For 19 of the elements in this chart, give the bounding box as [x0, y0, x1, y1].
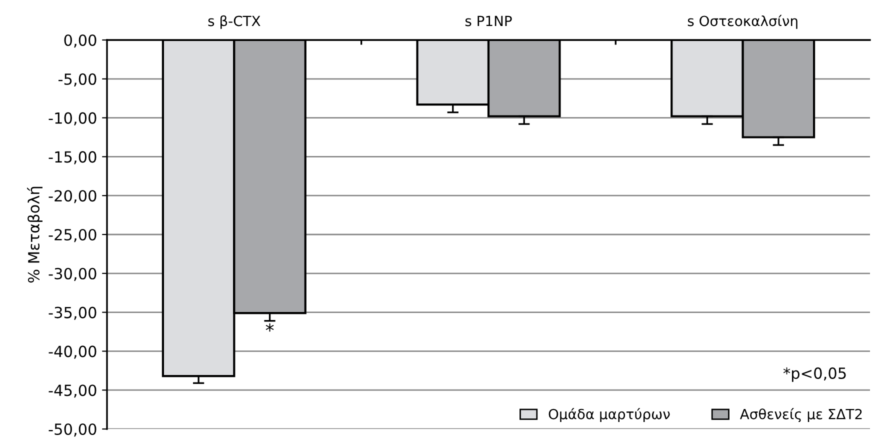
legend-label: Ομάδα μαρτύρων [548, 408, 670, 422]
y-tick-label: -40,00 [48, 346, 96, 359]
x-tick-label: s P1NP [465, 16, 512, 26]
y-tick-label: -35,00 [48, 306, 96, 320]
y-tick-label: -45,00 [48, 384, 96, 398]
y-tick-label: -20,00 [48, 190, 96, 204]
y-tick-label: -50,00 [48, 423, 96, 437]
y-tick-label: -5,00 [58, 73, 96, 86]
y-tick-label: -30,00 [48, 268, 96, 281]
x-tick-label: s β-CTX [208, 15, 260, 29]
y-tick-label: -25,00 [48, 228, 96, 242]
y-tick-label: 0,00 [64, 34, 96, 48]
annotation: * [266, 323, 274, 332]
legend-label: Ασθενείς με ΣΔΤ2 [740, 408, 862, 422]
annotation: *p<0,05 [783, 367, 846, 382]
y-tick-label: -15,00 [48, 151, 96, 164]
y-axis-title: % Μεταβολή [27, 186, 42, 283]
x-tick-label: s Οστεοκαλσίνη [688, 14, 798, 29]
y-tick-label: -10,00 [48, 112, 96, 126]
